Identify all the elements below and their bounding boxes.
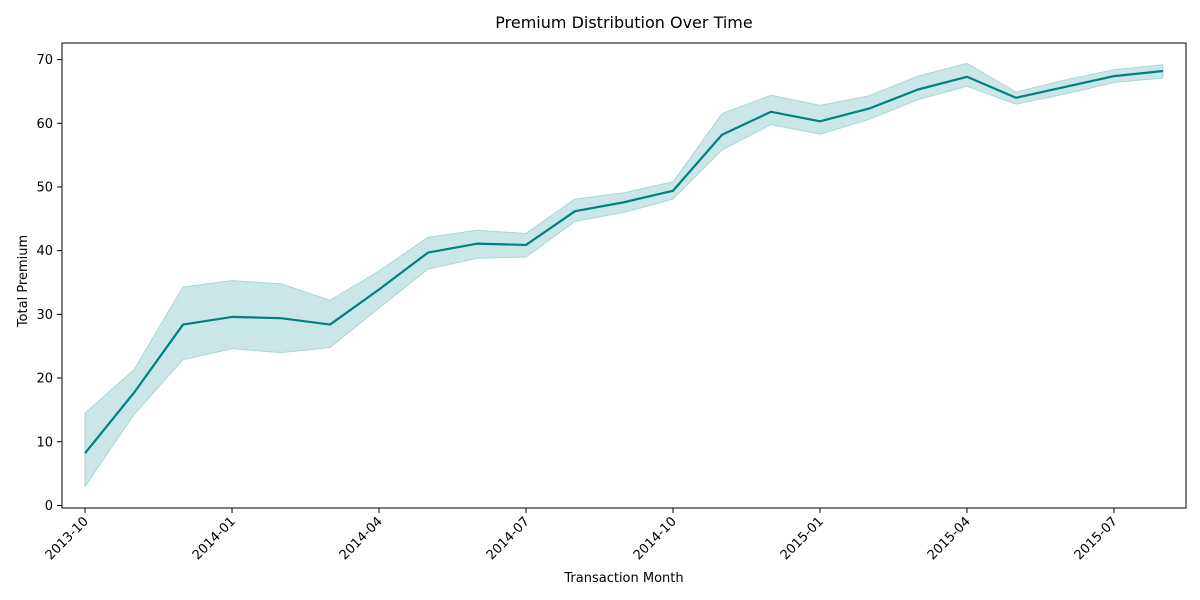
y-tick-label: 20 xyxy=(36,372,53,387)
x-tick-label: 2014-10 xyxy=(631,514,680,563)
y-tick-label: 70 xyxy=(36,53,53,68)
plot-frame xyxy=(61,42,1187,509)
y-tick-label: 50 xyxy=(36,180,53,195)
x-tick-label: 2015-04 xyxy=(925,514,974,563)
chart-title: Premium Distribution Over Time xyxy=(495,13,752,32)
series-line xyxy=(84,69,1164,454)
confidence-band xyxy=(84,62,1164,488)
x-axis-title: Transaction Month xyxy=(563,571,683,586)
x-tick-label: 2015-01 xyxy=(778,514,827,563)
y-tick-label: 30 xyxy=(36,308,53,323)
x-tick-label: 2014-07 xyxy=(484,514,533,563)
x-tick-label: 2014-01 xyxy=(190,514,239,563)
y-tick-label: 10 xyxy=(36,435,53,450)
y-axis-title: Total Premium xyxy=(16,235,31,328)
series-line-layer xyxy=(84,69,1164,454)
y-tick-label: 0 xyxy=(45,499,53,514)
x-tick-label: 2013-10 xyxy=(43,514,92,563)
y-tick-label: 60 xyxy=(36,117,53,132)
y-tick-label: 40 xyxy=(36,244,53,259)
x-tick-label: 2014-04 xyxy=(337,514,386,563)
x-tick-label: 2015-07 xyxy=(1072,514,1121,563)
confidence-band-layer xyxy=(84,62,1164,488)
